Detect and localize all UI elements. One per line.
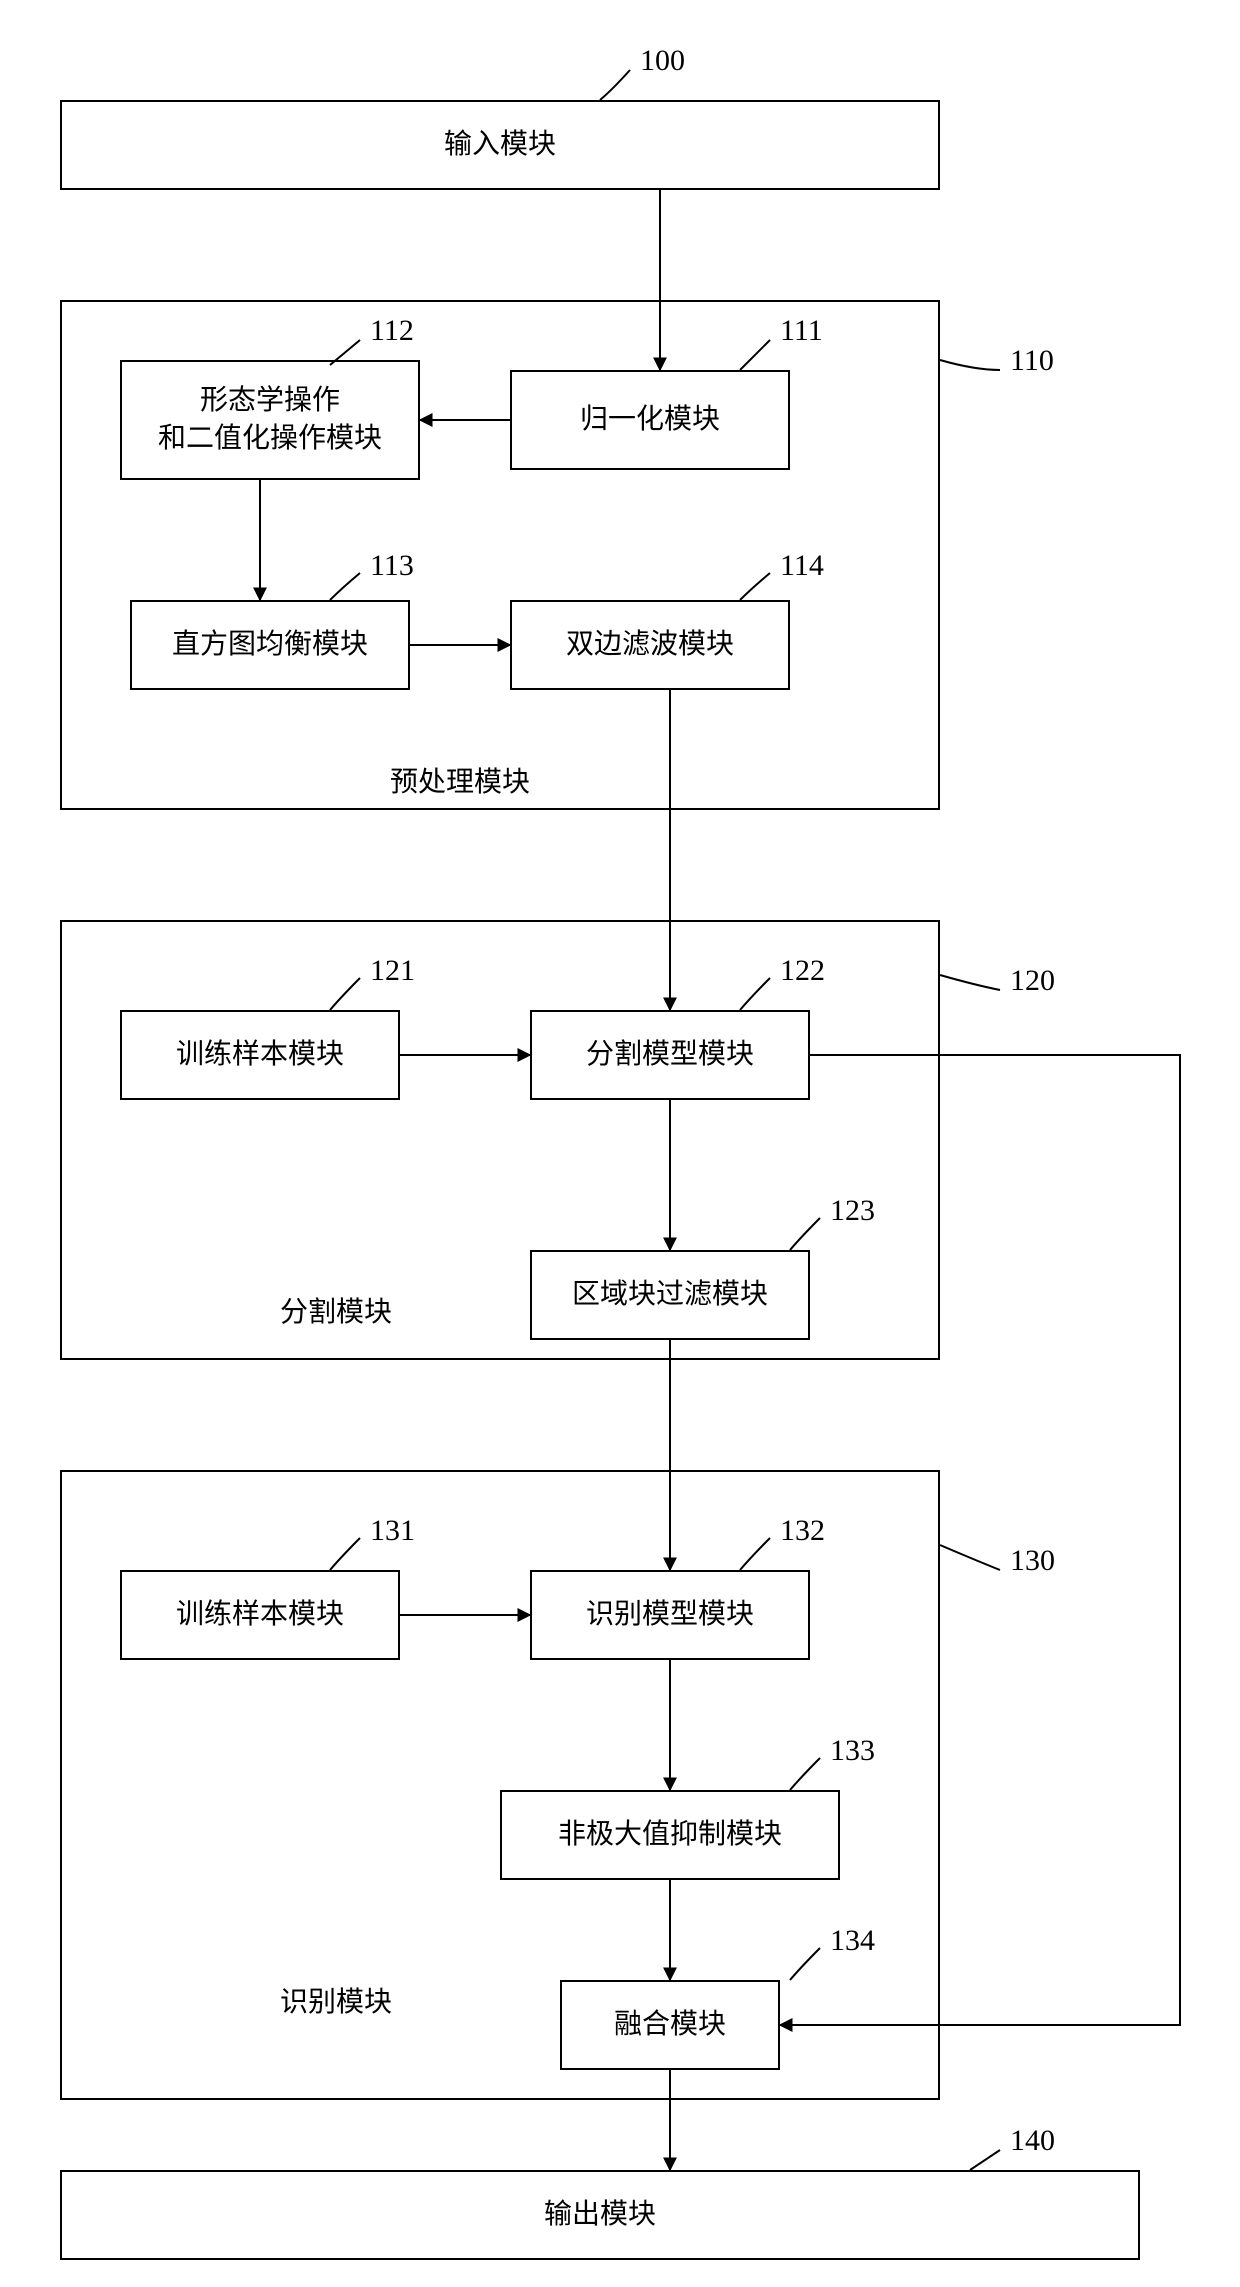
node-132: 识别模型模块 — [530, 1570, 810, 1660]
node-140: 输出模块 — [60, 2170, 1140, 2260]
node-123-label: 区域块过滤模块 — [572, 1276, 768, 1314]
node-121-label: 训练样本模块 — [176, 1036, 344, 1074]
container-130 — [60, 1470, 940, 2100]
node-111: 归一化模块 — [510, 370, 790, 470]
node-133-label: 非极大值抑制模块 — [558, 1816, 782, 1854]
leader-n140 — [970, 2150, 1000, 2170]
node-100-label: 输入模块 — [444, 126, 556, 164]
node-113-label: 直方图均衡模块 — [172, 626, 368, 664]
node-132-label: 识别模型模块 — [586, 1596, 754, 1634]
node-131: 训练样本模块 — [120, 1570, 400, 1660]
leader-c120 — [940, 975, 1000, 990]
node-122-label: 分割模型模块 — [586, 1036, 754, 1074]
node-131-label: 训练样本模块 — [176, 1596, 344, 1634]
node-123: 区域块过滤模块 — [530, 1250, 810, 1340]
caption-120: 分割模块 — [280, 1290, 392, 1330]
node-114-label: 双边滤波模块 — [566, 626, 734, 664]
node-140-label: 输出模块 — [544, 2196, 656, 2234]
node-113: 直方图均衡模块 — [130, 600, 410, 690]
leader-n100 — [600, 70, 630, 100]
caption-130: 识别模块 — [280, 1980, 392, 2020]
ref-label-100: 100 — [640, 44, 685, 77]
node-134-label: 融合模块 — [614, 2006, 726, 2044]
leader-c110 — [940, 360, 1000, 370]
ref-label-130: 130 — [1010, 1544, 1055, 1577]
leader-c130 — [940, 1545, 1000, 1570]
ref-label-140: 140 — [1010, 2124, 1055, 2157]
flowchart-canvas: 输入模块 归一化模块 形态学操作和二值化操作模块 直方图均衡模块 双边滤波模块 … — [0, 0, 1240, 2287]
node-122: 分割模型模块 — [530, 1010, 810, 1100]
node-112-label: 形态学操作和二值化操作模块 — [158, 382, 382, 458]
node-114: 双边滤波模块 — [510, 600, 790, 690]
node-133: 非极大值抑制模块 — [500, 1790, 840, 1880]
ref-label-110: 110 — [1010, 344, 1054, 377]
node-121: 训练样本模块 — [120, 1010, 400, 1100]
node-100: 输入模块 — [60, 100, 940, 190]
node-134: 融合模块 — [560, 1980, 780, 2070]
ref-label-120: 120 — [1010, 964, 1055, 997]
node-112: 形态学操作和二值化操作模块 — [120, 360, 420, 480]
caption-110: 预处理模块 — [390, 760, 530, 800]
node-111-label: 归一化模块 — [580, 401, 720, 439]
